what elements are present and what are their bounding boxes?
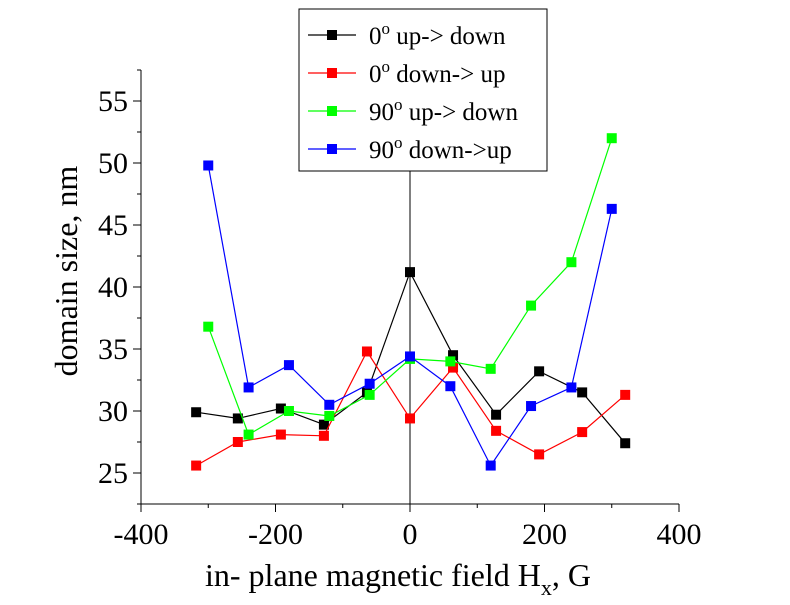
data-point <box>232 413 243 424</box>
data-point <box>445 356 456 367</box>
legend-entry: 0o up-> down <box>308 19 506 50</box>
y-axis-ticks: 25 30 35 40 45 50 55 <box>98 69 141 505</box>
data-point <box>534 449 545 460</box>
data-point <box>243 429 254 440</box>
data-point <box>405 413 415 424</box>
data-point <box>606 133 617 144</box>
legend-marker <box>327 106 337 116</box>
legend-entry: 90o down->up <box>308 133 512 164</box>
data-point <box>577 427 588 438</box>
x-tick-label: 0 <box>403 518 418 551</box>
data-point <box>491 425 502 436</box>
y-tick-label: 55 <box>98 85 128 118</box>
data-point <box>620 389 631 400</box>
series-3 <box>203 160 617 471</box>
x-tick-label: 400 <box>657 518 702 551</box>
data-point <box>405 351 415 362</box>
data-point <box>364 378 375 389</box>
y-tick-label: 35 <box>98 333 128 366</box>
legend-label: 0o up-> down <box>369 19 506 50</box>
data-point <box>620 438 631 449</box>
data-point <box>405 267 415 278</box>
y-tick-label: 50 <box>98 147 128 180</box>
legend-box <box>298 8 548 172</box>
y-tick-label: 40 <box>98 271 128 304</box>
data-point <box>243 382 254 393</box>
data-point <box>491 409 502 420</box>
data-point <box>448 350 459 361</box>
data-point <box>566 382 577 393</box>
legend-label: 90o down->up <box>369 133 512 164</box>
legend: 0o up-> down 0o down-> up 90o up-> down 90o… <box>298 8 548 172</box>
data-point <box>606 203 617 214</box>
data-point <box>577 387 588 398</box>
data-point <box>485 363 496 374</box>
series-layer <box>191 133 631 471</box>
data-point <box>318 419 329 430</box>
x-tick-label: -400 <box>114 518 169 551</box>
y-tick-label: 25 <box>98 457 128 490</box>
data-point <box>283 360 294 371</box>
data-point <box>324 399 335 410</box>
data-point <box>203 160 214 171</box>
data-point <box>191 460 202 471</box>
data-point <box>275 429 286 440</box>
legend-marker <box>327 30 337 40</box>
data-point <box>485 460 496 471</box>
legend-marker <box>327 144 337 154</box>
x-tick-label: -200 <box>248 518 303 551</box>
legend-marker <box>327 68 337 78</box>
y-tick-label: 45 <box>98 209 128 242</box>
y-axis-title: domain size, nm <box>48 166 84 377</box>
data-point <box>526 300 537 311</box>
data-point <box>445 381 456 392</box>
legend-label: 0o down-> up <box>369 57 505 88</box>
data-point <box>566 257 577 268</box>
legend-entry: 90o up-> down <box>308 95 518 126</box>
x-axis-title: in- plane magnetic field Hx, G <box>205 557 591 600</box>
data-point <box>283 406 294 416</box>
data-point <box>364 389 375 400</box>
x-tick-label: 200 <box>522 518 567 551</box>
data-point <box>448 362 459 373</box>
data-point <box>232 437 243 447</box>
series-1 <box>191 346 631 471</box>
y-tick-label: 30 <box>98 395 128 428</box>
series-line <box>195 350 626 467</box>
data-point <box>324 410 335 421</box>
data-point <box>361 346 372 357</box>
data-point <box>203 321 214 332</box>
legend-entry: 0o down-> up <box>308 57 505 88</box>
data-point <box>318 430 329 441</box>
data-point <box>275 403 286 414</box>
legend-label: 90o up-> down <box>369 95 518 126</box>
data-point <box>526 401 537 412</box>
data-point <box>534 366 545 377</box>
data-point <box>191 407 202 418</box>
x-axis-ticks: -400 -200 0 200 400 <box>114 504 702 551</box>
